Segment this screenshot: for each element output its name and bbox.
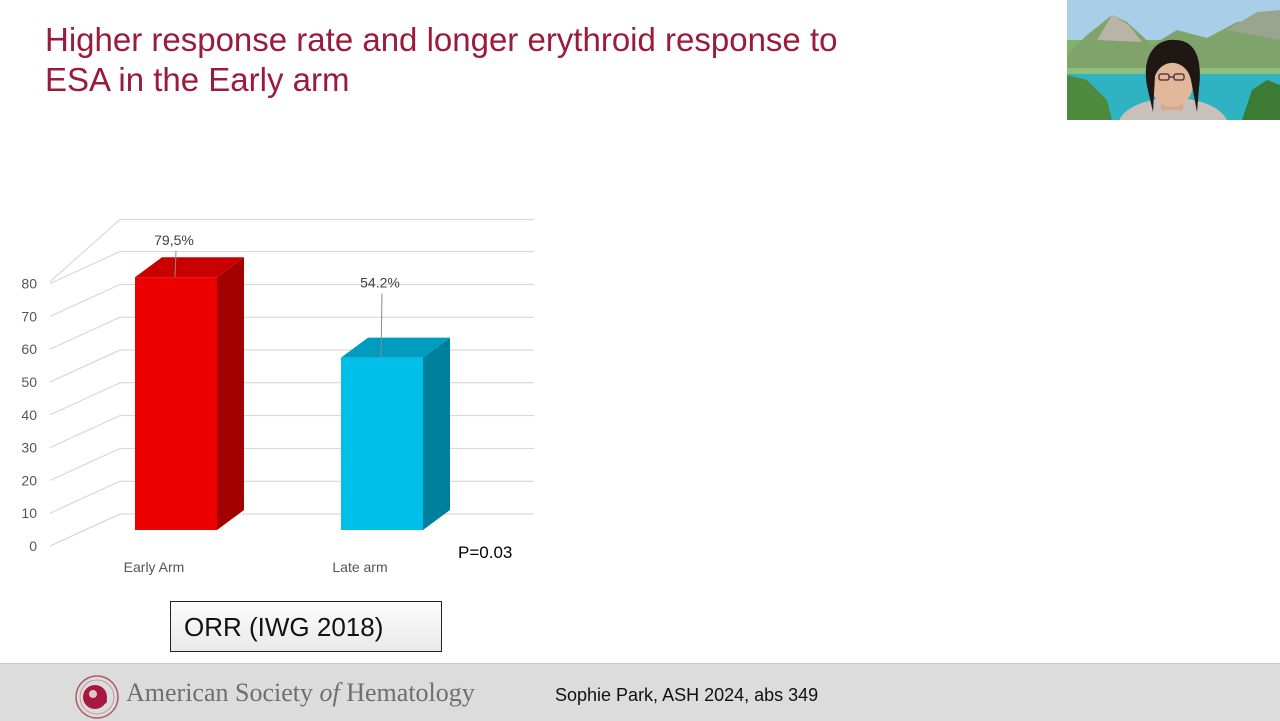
y-tick-label: 40 (21, 407, 37, 423)
category-label: Early Arm (124, 559, 185, 575)
y-tick-label: 70 (21, 308, 37, 324)
title-line-2: ESA in the Early arm (45, 61, 350, 98)
y-tick-label: 20 (21, 472, 37, 488)
org-name-of: of (319, 678, 340, 707)
gridline-diagonal (49, 513, 121, 547)
org-name-part1: American Society (126, 678, 320, 707)
data-label-leader (380, 293, 383, 358)
chart-bars (135, 257, 450, 530)
gridline-diagonal (49, 349, 121, 383)
bar-front (135, 277, 217, 530)
bar-top (341, 337, 450, 358)
data-label: 79,5% (154, 232, 194, 248)
bar-side (217, 257, 244, 530)
bar-front (341, 357, 423, 530)
y-tick-label: 80 (21, 276, 37, 292)
y-tick-label: 30 (21, 440, 37, 456)
gridline-diagonal (49, 251, 121, 285)
gridline-diagonal (49, 382, 121, 416)
slide-title: Higher response rate and longer erythroi… (45, 20, 945, 100)
ash-logo-icon (75, 675, 119, 719)
category-label: Late arm (332, 559, 387, 575)
y-tick-label: 10 (21, 505, 37, 521)
bar-top (135, 257, 244, 278)
data-label: 54.2% (360, 275, 400, 291)
gridline-diagonal (49, 415, 121, 449)
gridline-diagonal (49, 447, 121, 481)
gridline-diagonal (49, 283, 121, 317)
chart-gridlines (49, 219, 534, 547)
data-label-leader (174, 251, 177, 278)
y-tick-label: 0 (29, 538, 37, 554)
bar-side (423, 337, 450, 530)
y-tick-label: 60 (21, 341, 37, 357)
org-name-part2: Hematology (339, 678, 475, 707)
chart-labels: 79,5% Early Arm 54.2% Late arm (124, 232, 400, 575)
presenter-video-icon (1067, 0, 1280, 120)
orr-label-box: ORR (IWG 2018) (170, 601, 442, 652)
citation: Sophie Park, ASH 2024, abs 349 (555, 685, 819, 705)
title-line-1: Higher response rate and longer erythroi… (45, 21, 838, 58)
ash-org-name: American Society of Hematology (126, 678, 475, 708)
y-tick-label: 50 (21, 374, 37, 390)
presenter-webcam (1067, 0, 1280, 120)
p-value-label: P=0.03 (458, 543, 513, 562)
gridline-diagonal (49, 219, 121, 282)
gridline-diagonal (49, 316, 121, 350)
footer: American Society of Hematology Sophie Pa… (0, 663, 1280, 721)
gridline-diagonal (49, 480, 121, 514)
y-axis: 0 10 20 30 40 50 60 70 80 (21, 276, 37, 554)
bar-chart: 0 10 20 30 40 50 60 70 80 79,5% Early Arm 54.2% Lat… (21, 219, 534, 575)
